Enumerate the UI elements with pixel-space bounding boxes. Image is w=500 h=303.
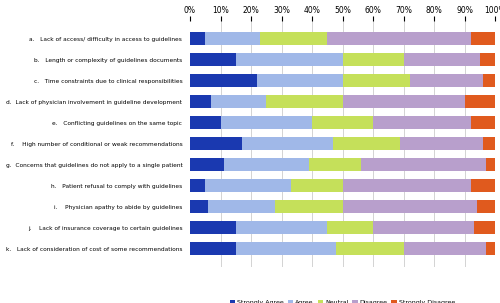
Bar (190, 32, 206, 45)
Bar (206, 179, 290, 192)
Bar (342, 95, 464, 108)
Bar (236, 242, 336, 255)
Bar (483, 74, 495, 87)
Bar (373, 116, 470, 129)
Bar (486, 158, 495, 171)
Bar (276, 201, 342, 214)
Bar (190, 53, 236, 66)
Bar (342, 74, 409, 87)
Bar (206, 32, 260, 45)
Bar (342, 53, 404, 66)
Legend: Strongly Agree, Agree, Neutral, Disagree, Strongly Disagree: Strongly Agree, Agree, Neutral, Disagree… (228, 297, 458, 303)
Bar (361, 158, 486, 171)
Bar (309, 158, 361, 171)
Bar (190, 242, 236, 255)
Bar (266, 95, 342, 108)
Bar (236, 221, 327, 235)
Bar (260, 32, 327, 45)
Bar (190, 138, 242, 150)
Bar (312, 116, 373, 129)
Bar (190, 221, 236, 235)
Bar (342, 201, 476, 214)
Bar (474, 221, 495, 235)
Bar (470, 32, 495, 45)
Bar (334, 138, 400, 150)
Bar (404, 53, 480, 66)
Bar (464, 95, 495, 108)
Bar (404, 242, 486, 255)
Bar (486, 242, 495, 255)
Bar (236, 53, 343, 66)
Bar (470, 116, 495, 129)
Bar (400, 138, 483, 150)
Bar (480, 53, 495, 66)
Bar (410, 74, 483, 87)
Bar (190, 74, 257, 87)
Bar (242, 138, 334, 150)
Bar (224, 158, 309, 171)
Bar (336, 242, 404, 255)
Bar (190, 201, 208, 214)
Bar (476, 201, 495, 214)
Bar (212, 95, 266, 108)
Bar (470, 179, 495, 192)
Bar (342, 179, 470, 192)
Bar (373, 221, 474, 235)
Bar (327, 32, 470, 45)
Bar (257, 74, 342, 87)
Bar (483, 138, 495, 150)
Bar (190, 179, 206, 192)
Bar (208, 201, 276, 214)
Bar (190, 158, 224, 171)
Bar (290, 179, 343, 192)
Bar (220, 116, 312, 129)
Bar (327, 221, 373, 235)
Bar (190, 95, 212, 108)
Bar (190, 116, 220, 129)
